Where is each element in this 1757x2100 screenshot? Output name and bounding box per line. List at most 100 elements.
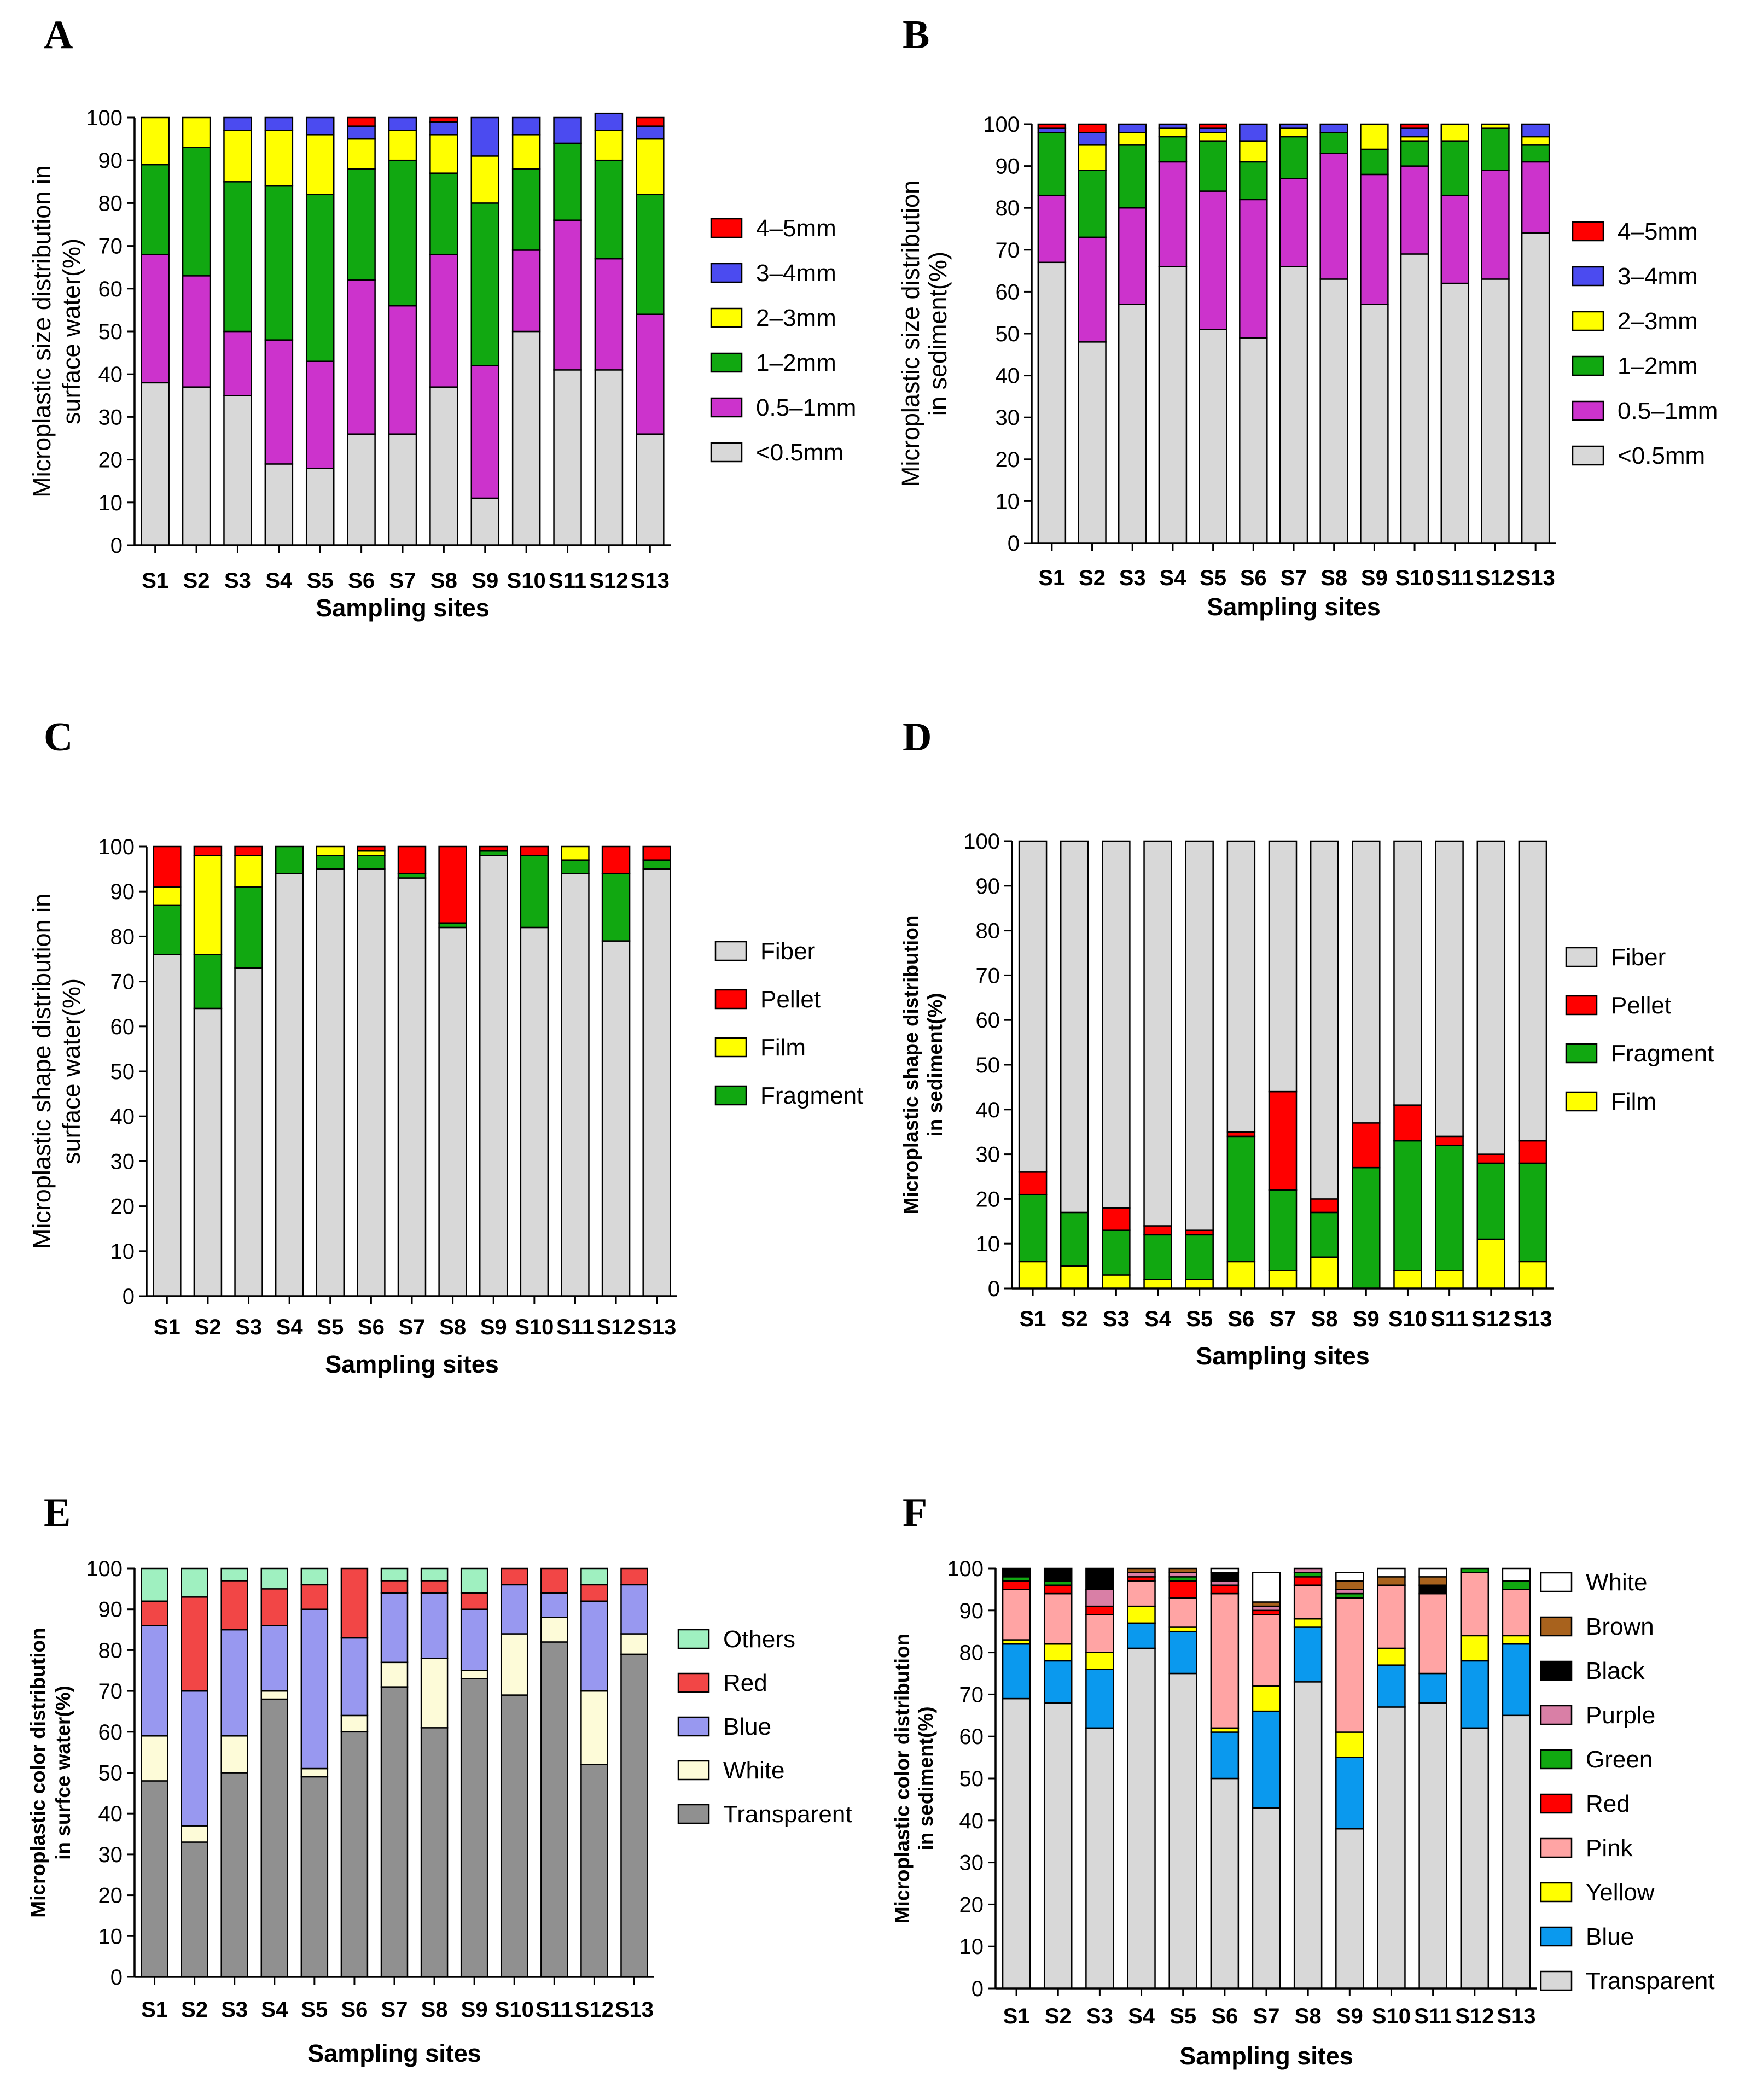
bar-S11-Transparent (1418, 1702, 1447, 1990)
bar-group-S10 (511, 116, 541, 546)
bar-S11-Blue (540, 1592, 568, 1618)
bar-S10-White (1377, 1567, 1406, 1578)
bar-group-S6 (1226, 840, 1256, 1290)
bar-group-S3 (1102, 840, 1131, 1290)
y-tick-label: 20 (996, 448, 1020, 472)
legend-label-Fiber: Fiber (1611, 944, 1666, 971)
bar-S8-Yellow (1293, 1618, 1323, 1628)
bar-group-S1 (141, 116, 170, 546)
x-tick-label: S8 (1320, 566, 1347, 590)
bar-S3-Blue (1085, 1669, 1114, 1729)
bar-group-S5 (1185, 840, 1214, 1290)
bar-S13-Pink (1502, 1589, 1531, 1637)
y-tick-label: 90 (976, 874, 1000, 899)
legend-label-Film: Film (760, 1034, 806, 1061)
bar-S13-White (620, 1633, 648, 1655)
x-tick-label: S6 (1211, 2004, 1238, 2028)
bar-S4-Film (1143, 1279, 1172, 1290)
bar-S13-Yellow (1502, 1635, 1531, 1645)
bar-S10-Yellow (1377, 1647, 1406, 1666)
bar-S2-Fragment (1060, 1211, 1089, 1267)
bar-group-S2 (1043, 1567, 1073, 1990)
bar-S3-Fiber (234, 967, 263, 1297)
bar-group-S3 (1118, 123, 1147, 544)
y-tick-label: 30 (98, 405, 123, 429)
y-tick-label: 10 (98, 491, 123, 515)
bar-S7-Yellow (1252, 1685, 1281, 1712)
bar-S10-4–5mm (1400, 123, 1429, 129)
legend-label-Black: Black (1586, 1658, 1645, 1684)
bar-S13-Pellet (1518, 1140, 1547, 1164)
bar-S12-1–2mm (1481, 127, 1510, 171)
bar-S12-Pink (1460, 1572, 1490, 1637)
bar-S12-Red (580, 1584, 608, 1602)
bar-S6-<0.5mm (347, 433, 376, 546)
legend-swatch-Blue (1540, 1926, 1573, 1947)
x-tick-label: S10 (1395, 566, 1434, 590)
bar-group-S3 (234, 845, 263, 1297)
y-tick-label: 70 (98, 235, 123, 259)
legend-swatch-1–2mm (710, 352, 743, 373)
bar-group-S8 (438, 845, 467, 1297)
x-tick-label: S3 (235, 1315, 262, 1339)
legend-label-2–3mm: 2–3mm (1618, 308, 1698, 335)
bar-S13-2–3mm (1521, 136, 1550, 146)
x-tick-label: S11 (536, 1998, 573, 2022)
legend-label-Others: Others (723, 1626, 795, 1653)
bar-S3-White (220, 1735, 248, 1774)
bar-S5-3–4mm (305, 116, 335, 136)
bar-S11-Film (1435, 1270, 1464, 1290)
bar-S9-White (1335, 1572, 1364, 1582)
bar-S9-Pellet (1352, 1122, 1381, 1169)
bar-S10-0.5–1mm (511, 249, 541, 332)
x-tick-label: S10 (1388, 1307, 1427, 1331)
bar-S2-Red (1043, 1584, 1073, 1595)
x-tick-label: S12 (1455, 2004, 1494, 2028)
bar-S5-0.5–1mm (305, 360, 335, 469)
bar-S6-Fiber (357, 868, 386, 1297)
bar-S8-3–4mm (1319, 123, 1348, 133)
y-axis-title-line: Microplastic shape distribution (900, 915, 922, 1215)
x-tick-label: S1 (154, 1315, 181, 1339)
bar-S8-Red (1293, 1576, 1323, 1586)
bar-S4-Fiber (1143, 840, 1172, 1227)
bar-S8-Fragment (1310, 1211, 1339, 1258)
bar-S7-Red (380, 1580, 409, 1594)
x-tick-label: S8 (439, 1315, 466, 1339)
bar-group-S12 (1460, 1567, 1490, 1990)
bar-S2-Film (193, 855, 223, 955)
bar-S3-Red (1085, 1605, 1114, 1615)
bar-S9-Blue (1335, 1757, 1364, 1830)
bar-S2-2–3mm (1078, 144, 1107, 171)
x-tick-label: S12 (1476, 566, 1515, 590)
bar-S8-Fiber (438, 926, 467, 1297)
bar-S13-Fiber (642, 868, 671, 1297)
bar-S4-Blue (1127, 1622, 1156, 1649)
bar-S5-Fiber (1185, 840, 1214, 1231)
x-tick-label: S12 (1471, 1307, 1510, 1331)
y-axis-title-line: surface water(%) (57, 978, 85, 1164)
bar-S1-Fragment (1018, 1193, 1048, 1263)
y-tick-label: 0 (971, 1977, 984, 2001)
bar-S2-Black (1043, 1567, 1073, 1582)
bar-S5-Film (316, 845, 345, 856)
bar-S8-Pellet (438, 845, 467, 924)
bar-group-S7 (1279, 123, 1308, 544)
bar-group-S11 (540, 1567, 568, 1978)
x-tick-label: S8 (1295, 2004, 1322, 2028)
bar-S6-4–5mm (347, 116, 376, 127)
bar-S6-Fiber (1226, 840, 1256, 1133)
bar-group-S10 (1377, 1567, 1406, 1990)
panel-letter-B: B (903, 13, 929, 57)
bar-S5-Fragment (1185, 1234, 1214, 1280)
bar-S11-Fragment (1435, 1144, 1464, 1271)
bar-S4-Fragment (1143, 1234, 1172, 1280)
legend-swatch-Blue (677, 1716, 710, 1737)
bar-S8-White (420, 1658, 449, 1729)
bar-S3-Fragment (234, 886, 263, 969)
legend-swatch-Brown (1540, 1616, 1573, 1637)
bar-S10-3–4mm (1400, 127, 1429, 138)
y-tick-label: 60 (98, 277, 123, 301)
bar-S1-Film (153, 886, 182, 906)
bar-S4-0.5–1mm (264, 339, 294, 465)
